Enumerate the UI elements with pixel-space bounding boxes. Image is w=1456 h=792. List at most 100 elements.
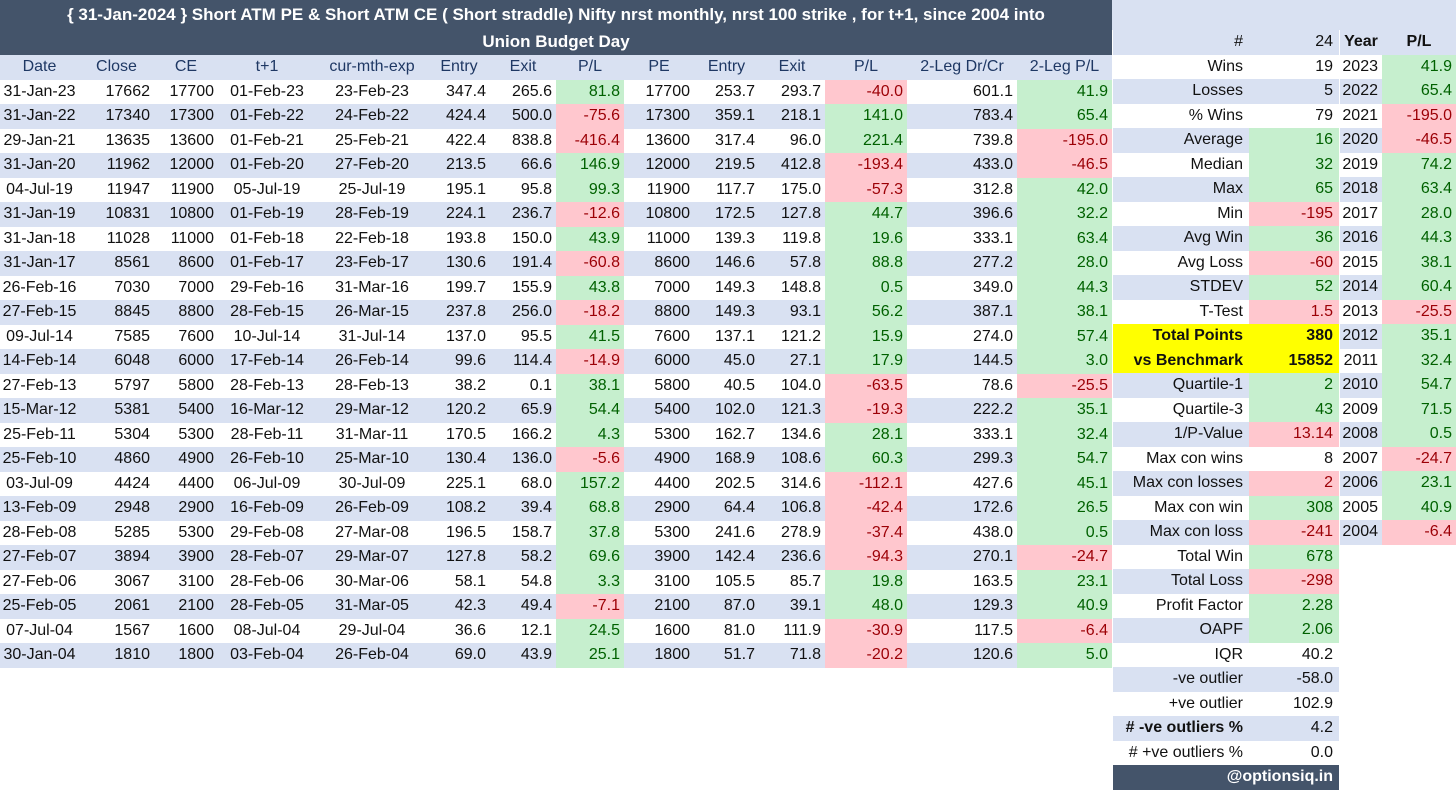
cell-exp: 26-Feb-09 <box>316 496 428 521</box>
cell-two-leg-pl: 5.0 <box>1017 643 1112 668</box>
year-label: 2011 <box>1340 348 1382 373</box>
year-label: 2020 <box>1340 128 1382 153</box>
stat-label: 1/P-Value <box>1113 422 1249 447</box>
cell-pe-entry: 172.5 <box>694 202 759 227</box>
table-row: 15-Mar-12 5381 5400 16-Mar-12 29-Mar-12 120.2… <box>0 398 1112 423</box>
cell-date: 25-Feb-10 <box>0 447 79 472</box>
cell-exp: 30-Jul-09 <box>316 471 428 496</box>
cell-pe-entry: 149.3 <box>694 275 759 300</box>
cell-exp: 23-Feb-17 <box>316 251 428 276</box>
cell-dr-cr: 274.0 <box>907 324 1017 349</box>
cell-dr-cr: 333.1 <box>907 422 1017 447</box>
stat-value: 5 <box>1249 79 1339 104</box>
cell-close: 7585 <box>79 324 154 349</box>
cell-ce-pl: 24.5 <box>556 618 624 643</box>
stat-row: Profit Factor 2.28 <box>1113 593 1339 618</box>
year-pl: 38.1 <box>1382 250 1456 275</box>
cell-ce-exit: 95.8 <box>490 177 556 202</box>
table-row: 28-Feb-08 5285 5300 29-Feb-08 27-Mar-08 196.5… <box>0 520 1112 545</box>
cell-ce-pl: 4.3 <box>556 422 624 447</box>
cell-t1: 01-Feb-17 <box>218 251 316 276</box>
stat-label: Max con win <box>1113 495 1249 520</box>
year-label: 2004 <box>1340 520 1382 545</box>
cell-ce-pl: 81.8 <box>556 79 624 104</box>
cell-ce-pl: -5.6 <box>556 447 624 472</box>
cell-ce-entry: 69.0 <box>428 643 490 668</box>
stat-row: Avg Win 36 <box>1113 226 1339 251</box>
stat-label: Profit Factor <box>1113 593 1249 618</box>
cell-two-leg-pl: -24.7 <box>1017 545 1112 570</box>
stat-label: Max con wins <box>1113 446 1249 471</box>
cell-ce-pl: 41.5 <box>556 324 624 349</box>
cell-close: 5797 <box>79 373 154 398</box>
year-row: 2022 65.4 <box>1340 79 1456 104</box>
year-row: 2013 -25.5 <box>1340 299 1456 324</box>
cell-pe-pl: 60.3 <box>825 447 907 472</box>
year-row: 2019 74.2 <box>1340 152 1456 177</box>
cell-ce-pl: 43.9 <box>556 226 624 251</box>
stat-label: +ve outlier <box>1113 691 1249 716</box>
stat-row: Total Points 380 <box>1113 324 1339 349</box>
cell-close: 4860 <box>79 447 154 472</box>
stat-value: 1.5 <box>1249 299 1339 324</box>
column-header: Entry <box>694 55 759 80</box>
cell-dr-cr: 312.8 <box>907 177 1017 202</box>
cell-pe-pl: 0.5 <box>825 275 907 300</box>
cell-date: 27-Feb-06 <box>0 569 79 594</box>
cell-ce-entry: 195.1 <box>428 177 490 202</box>
cell-exp: 23-Feb-23 <box>316 79 428 104</box>
table-row: 14-Feb-14 6048 6000 17-Feb-14 26-Feb-14 99.6 1… <box>0 349 1112 374</box>
year-label: 2013 <box>1340 299 1382 324</box>
cell-ce-pl: 43.8 <box>556 275 624 300</box>
cell-ce: 11900 <box>154 177 218 202</box>
cell-exp: 29-Jul-04 <box>316 618 428 643</box>
stat-value: 16 <box>1249 128 1339 153</box>
stat-value: 79 <box>1249 103 1339 128</box>
year-row: 2017 28.0 <box>1340 201 1456 226</box>
cell-t1: 03-Feb-04 <box>218 643 316 668</box>
stat-value: 678 <box>1249 544 1339 569</box>
stat-value: 65 <box>1249 177 1339 202</box>
cell-dr-cr: 601.1 <box>907 79 1017 104</box>
stat-value: 102.9 <box>1249 691 1339 716</box>
title-line-1: { 31-Jan-2024 } Short ATM PE & Short ATM… <box>67 5 1045 24</box>
cell-two-leg-pl: 28.0 <box>1017 251 1112 276</box>
cell-exp: 31-Mar-16 <box>316 275 428 300</box>
stat-row: Min -195 <box>1113 201 1339 226</box>
cell-t1: 16-Feb-09 <box>218 496 316 521</box>
cell-ce-entry: 127.8 <box>428 545 490 570</box>
cell-pe: 1800 <box>624 643 694 668</box>
cell-pe-exit: 278.9 <box>759 520 825 545</box>
cell-ce-entry: 424.4 <box>428 104 490 129</box>
cell-exp: 31-Mar-05 <box>316 594 428 619</box>
cell-t1: 16-Mar-12 <box>218 398 316 423</box>
stat-row: Average 16 <box>1113 128 1339 153</box>
stat-label: # +ve outliers % <box>1113 740 1249 765</box>
stat-value: 8 <box>1249 446 1339 471</box>
cell-pe-pl: -57.3 <box>825 177 907 202</box>
cell-pe-entry: 146.6 <box>694 251 759 276</box>
stat-row: STDEV 52 <box>1113 275 1339 300</box>
stat-value: 308 <box>1249 495 1339 520</box>
stat-value: 2.06 <box>1249 618 1339 643</box>
stat-value: 52 <box>1249 275 1339 300</box>
cell-date: 27-Feb-15 <box>0 300 79 325</box>
cell-pe-exit: 106.8 <box>759 496 825 521</box>
brand-label: @optionsiq.in <box>1113 765 1339 790</box>
year-label: 2008 <box>1340 422 1382 447</box>
cell-ce-exit: 58.2 <box>490 545 556 570</box>
cell-pe-pl: 17.9 <box>825 349 907 374</box>
year-row: 2018 63.4 <box>1340 177 1456 202</box>
cell-pe-pl: -193.4 <box>825 153 907 178</box>
stat-value: -58.0 <box>1249 667 1339 692</box>
cell-ce-pl: 3.3 <box>556 569 624 594</box>
cell-date: 31-Jan-18 <box>0 226 79 251</box>
cell-ce-exit: 49.4 <box>490 594 556 619</box>
stat-row: Total Loss -298 <box>1113 569 1339 594</box>
cell-ce-entry: 130.6 <box>428 251 490 276</box>
cell-ce: 5300 <box>154 520 218 545</box>
cell-pe-entry: 162.7 <box>694 422 759 447</box>
table-row: 27-Feb-07 3894 3900 28-Feb-07 29-Mar-07 127.8… <box>0 545 1112 570</box>
cell-two-leg-pl: 65.4 <box>1017 104 1112 129</box>
cell-pe-entry: 102.0 <box>694 398 759 423</box>
